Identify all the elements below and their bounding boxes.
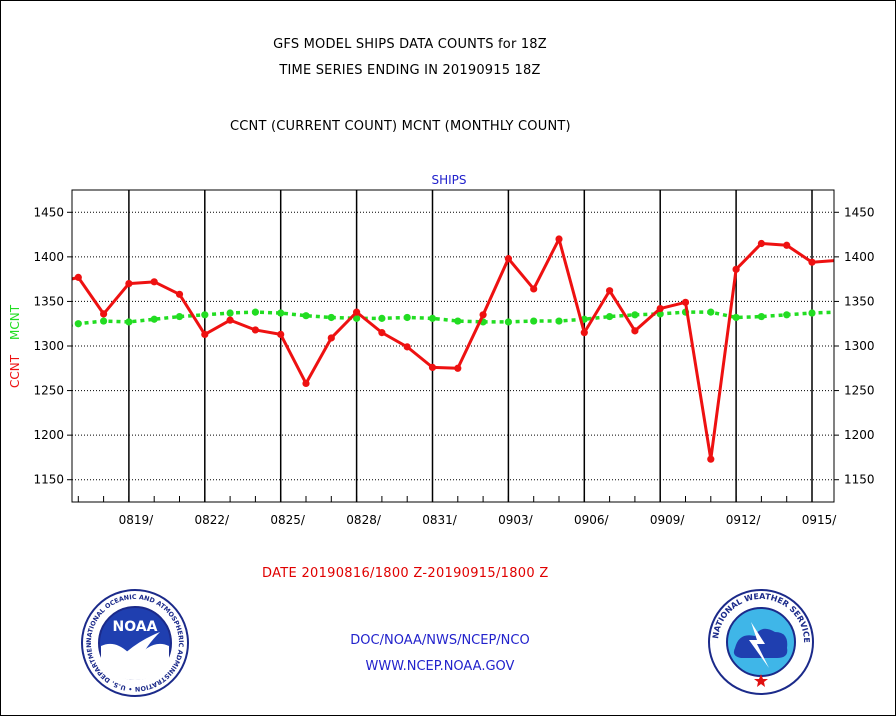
mcnt-point xyxy=(504,318,512,326)
y-tick-label-left: 1150 xyxy=(33,473,64,487)
ccnt-point xyxy=(656,304,664,313)
ccnt-point xyxy=(757,239,766,248)
ccnt-point xyxy=(631,327,639,335)
y-tick-label-right: 1150 xyxy=(844,473,875,487)
x-tick-label: 0822/ xyxy=(195,513,231,527)
noaa-label: NOAA xyxy=(113,619,158,635)
y-tick-label-left: 1200 xyxy=(33,428,64,442)
ccnt-point xyxy=(580,329,588,337)
mcnt-point xyxy=(100,317,108,325)
ccnt-point xyxy=(783,241,791,249)
chart-title-line2: TIME SERIES ENDING IN 20190915 18Z xyxy=(279,63,541,78)
mcnt-point xyxy=(49,325,56,332)
ccnt-point xyxy=(150,278,158,286)
mcnt-point xyxy=(783,311,791,319)
ccnt-point xyxy=(251,326,259,334)
ccnt-point xyxy=(277,330,285,339)
mcnt-point xyxy=(403,313,411,322)
ccnt-point xyxy=(74,273,82,281)
y-axis-label-mcnt: MCNT xyxy=(8,304,22,340)
x-tick-label: 0825/ xyxy=(270,513,306,527)
mcnt-point xyxy=(808,309,816,317)
y-tick-label-left: 1300 xyxy=(33,339,64,353)
nws-logo: NATIONAL WEATHER SERVICE xyxy=(708,589,814,695)
mcnt-point xyxy=(732,313,740,322)
noaa-logo: NATIONAL OCEANIC AND ATMOSPHERIC ADMINIS… xyxy=(80,588,189,697)
x-tick-label: 0906/ xyxy=(574,513,610,527)
ccnt-point xyxy=(606,287,614,295)
ccnt-point xyxy=(201,330,209,339)
ccnt-point xyxy=(428,363,437,371)
ccnt-point xyxy=(125,280,133,288)
x-tick-label: 0828/ xyxy=(346,513,382,527)
credit-line-1: DOC/NOAA/NWS/NCEP/NCO xyxy=(350,633,530,648)
mcnt-point xyxy=(757,312,766,321)
ccnt-point xyxy=(555,235,563,243)
ccnt-point xyxy=(226,316,234,324)
mcnt-series-line xyxy=(72,310,834,327)
mcnt-point xyxy=(74,320,82,328)
mcnt-point xyxy=(150,315,158,323)
mcnt-point xyxy=(125,318,133,326)
mcnt-point xyxy=(251,308,259,316)
y-tick-label-left: 1450 xyxy=(33,205,64,219)
mcnt-point xyxy=(428,314,437,322)
ccnt-point xyxy=(327,334,335,342)
date-range-label: DATE 20190816/1800 Z-20190915/1800 Z xyxy=(262,566,549,581)
y-tick-label-right: 1400 xyxy=(844,250,875,264)
ccnt-point xyxy=(353,308,361,316)
mcnt-point xyxy=(833,310,834,314)
plot-title: SHIPS xyxy=(431,173,466,187)
mcnt-point xyxy=(530,317,538,325)
mcnt-point xyxy=(226,309,234,317)
x-tick-label: 0912/ xyxy=(726,513,762,527)
mcnt-point xyxy=(454,317,462,325)
credit-line-2: WWW.NCEP.NOAA.GOV xyxy=(365,659,515,674)
x-tick-label: 0903/ xyxy=(498,513,534,527)
y-tick-label-right: 1350 xyxy=(844,294,875,308)
ccnt-point xyxy=(302,379,310,388)
line-chart: SHIPS 1150 1150 1200 1200 1250 1250 1300 1300 13… xyxy=(8,173,875,527)
mcnt-point xyxy=(327,313,335,322)
ccnt-point xyxy=(504,255,512,263)
mcnt-point xyxy=(631,311,639,319)
y-tick-label-right: 1200 xyxy=(844,428,875,442)
mcnt-point xyxy=(175,312,184,321)
y-tick-label-left: 1350 xyxy=(33,294,64,308)
mcnt-point xyxy=(555,317,563,325)
y-tick-label-right: 1450 xyxy=(844,205,875,219)
mcnt-point xyxy=(302,312,310,320)
ccnt-point xyxy=(681,298,690,306)
x-tick-label: 0831/ xyxy=(422,513,458,527)
ccnt-point xyxy=(378,329,386,337)
y-axis-label-ccnt: CCNT xyxy=(8,354,22,388)
y-tick-label-left: 1400 xyxy=(33,250,64,264)
ccnt-point xyxy=(732,265,740,273)
ccnt-point xyxy=(808,258,816,266)
ccnt-point xyxy=(454,364,462,372)
x-tick-label: 0915/ xyxy=(802,513,838,527)
mcnt-point xyxy=(378,314,386,322)
x-tick-label: 0819/ xyxy=(119,513,155,527)
ccnt-point xyxy=(479,311,487,319)
x-tick-label: 0909/ xyxy=(650,513,686,527)
ccnt-point xyxy=(403,343,411,351)
ccnt-point xyxy=(833,258,834,262)
chart-subtitle: CCNT (CURRENT COUNT) MCNT (MONTHLY COUNT… xyxy=(230,119,571,134)
y-tick-label-right: 1250 xyxy=(844,384,875,398)
mcnt-point xyxy=(707,308,715,316)
ccnt-point xyxy=(530,285,538,293)
mcnt-point xyxy=(606,312,614,321)
mcnt-point xyxy=(201,311,209,319)
ccnt-point xyxy=(707,455,715,463)
ccnt-point xyxy=(49,280,56,287)
mcnt-point xyxy=(353,314,361,322)
ccnt-point xyxy=(100,310,108,318)
ccnt-point xyxy=(175,290,184,298)
ccnt-series-line xyxy=(72,237,834,461)
y-tick-label-right: 1300 xyxy=(844,339,875,353)
chart-title-line1: GFS MODEL SHIPS DATA COUNTS for 18Z xyxy=(273,37,547,52)
mcnt-point xyxy=(277,309,285,317)
y-tick-label-left: 1250 xyxy=(33,384,64,398)
